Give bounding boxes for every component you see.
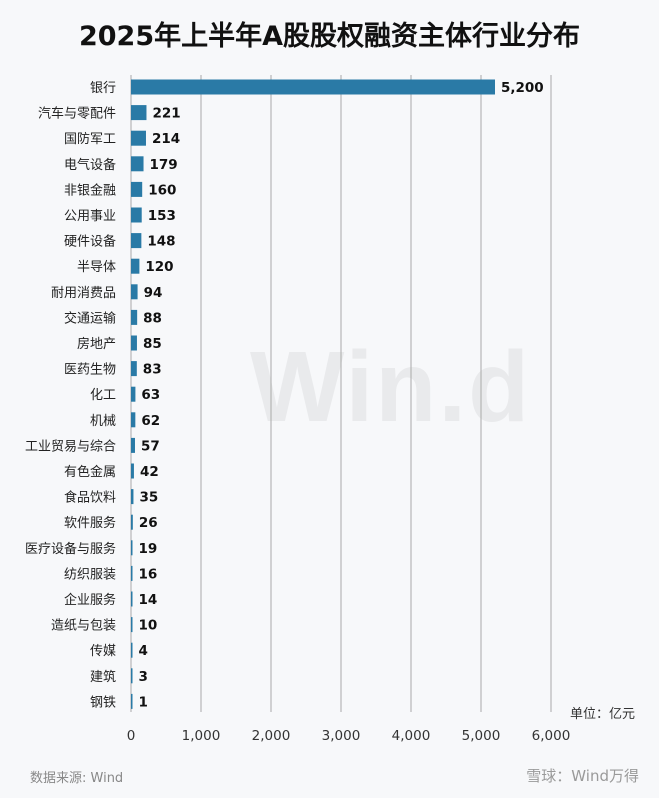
category-label: 银行	[90, 81, 116, 96]
data-label: 94	[144, 285, 163, 301]
data-label: 3	[139, 669, 148, 685]
bar	[131, 156, 144, 172]
category-label: 非银金融	[64, 182, 116, 198]
category-label: 食品饮料	[64, 490, 116, 506]
data-label: 35	[139, 490, 158, 506]
data-label: 88	[143, 310, 162, 326]
data-label: 85	[143, 336, 162, 352]
bar	[131, 642, 133, 658]
x-tick-label: 3,000	[322, 728, 361, 744]
category-label: 交通运输	[64, 310, 116, 326]
data-label: 4	[139, 643, 148, 659]
data-label: 148	[147, 234, 175, 250]
category-label: 耐用消费品	[51, 286, 116, 301]
category-label: 公用事业	[64, 209, 116, 224]
data-label: 83	[143, 362, 162, 378]
bar	[131, 565, 133, 581]
data-label: 179	[150, 157, 178, 173]
bar	[131, 591, 133, 607]
category-label: 建筑	[90, 669, 116, 685]
category-label: 工业贸易与综合	[25, 439, 116, 454]
x-tick-label: 4,000	[392, 728, 431, 744]
data-label: 62	[141, 413, 160, 429]
x-tick-label: 2,000	[252, 728, 291, 744]
category-label: 钢铁	[90, 695, 116, 710]
category-label: 纺织服装	[64, 567, 116, 582]
bar	[131, 258, 140, 274]
category-label: 造纸与包装	[51, 619, 116, 634]
data-label: 26	[139, 515, 158, 531]
category-label: 汽车与零配件	[38, 106, 116, 122]
bar	[131, 489, 134, 505]
bar	[131, 617, 133, 633]
bar	[131, 335, 137, 351]
data-label: 14	[139, 592, 158, 608]
category-label: 硬件设备	[64, 234, 116, 250]
bar	[131, 668, 133, 684]
category-label: 房地产	[77, 336, 116, 352]
x-tick-label: 6,000	[532, 728, 571, 744]
bar	[131, 693, 133, 709]
category-label: 医疗设备与服务	[25, 541, 116, 557]
x-tick-label: 1,000	[182, 728, 221, 744]
unit-label: 单位：亿元	[570, 707, 635, 722]
bar	[131, 540, 133, 556]
data-label: 160	[148, 182, 176, 198]
bar	[131, 514, 133, 530]
data-label: 57	[141, 438, 160, 454]
bar	[131, 309, 138, 325]
data-label: 214	[152, 131, 180, 147]
source-note: 数据来源: Wind	[30, 771, 124, 786]
data-label: 10	[139, 618, 158, 634]
bar	[131, 105, 147, 121]
category-label: 传媒	[90, 644, 116, 659]
data-label: 221	[152, 106, 180, 122]
bar	[131, 207, 142, 223]
data-label: 5,200	[501, 80, 544, 96]
bar	[131, 79, 495, 95]
category-label: 国防军工	[64, 131, 116, 147]
data-label: 120	[145, 259, 173, 275]
category-label: 企业服务	[64, 592, 116, 608]
category-label: 有色金属	[64, 464, 116, 480]
bar	[131, 437, 135, 453]
bar	[131, 130, 146, 146]
bar	[131, 412, 136, 428]
bar	[131, 463, 134, 479]
data-label: 63	[141, 387, 160, 403]
category-label: 软件服务	[64, 515, 116, 531]
data-label: 153	[148, 208, 176, 224]
x-tick-label: 0	[127, 728, 136, 744]
x-tick-label: 5,000	[462, 728, 501, 744]
bar	[131, 361, 137, 377]
chart-title: 2025年上半年A股股权融资主体行业分布	[78, 21, 581, 52]
brand-label: 雪球：Wind万得	[526, 767, 639, 785]
category-label: 化工	[90, 388, 116, 403]
bar	[131, 181, 143, 197]
category-label: 医药生物	[64, 363, 116, 378]
data-label: 19	[139, 541, 158, 557]
category-label: 机械	[90, 414, 116, 429]
bar	[131, 386, 136, 402]
bar	[131, 233, 142, 249]
category-label: 电气设备	[64, 157, 116, 173]
data-label: 1	[139, 694, 148, 710]
data-label: 16	[139, 566, 158, 582]
category-label: 半导体	[77, 260, 116, 275]
bar	[131, 284, 138, 300]
data-label: 42	[140, 464, 159, 480]
